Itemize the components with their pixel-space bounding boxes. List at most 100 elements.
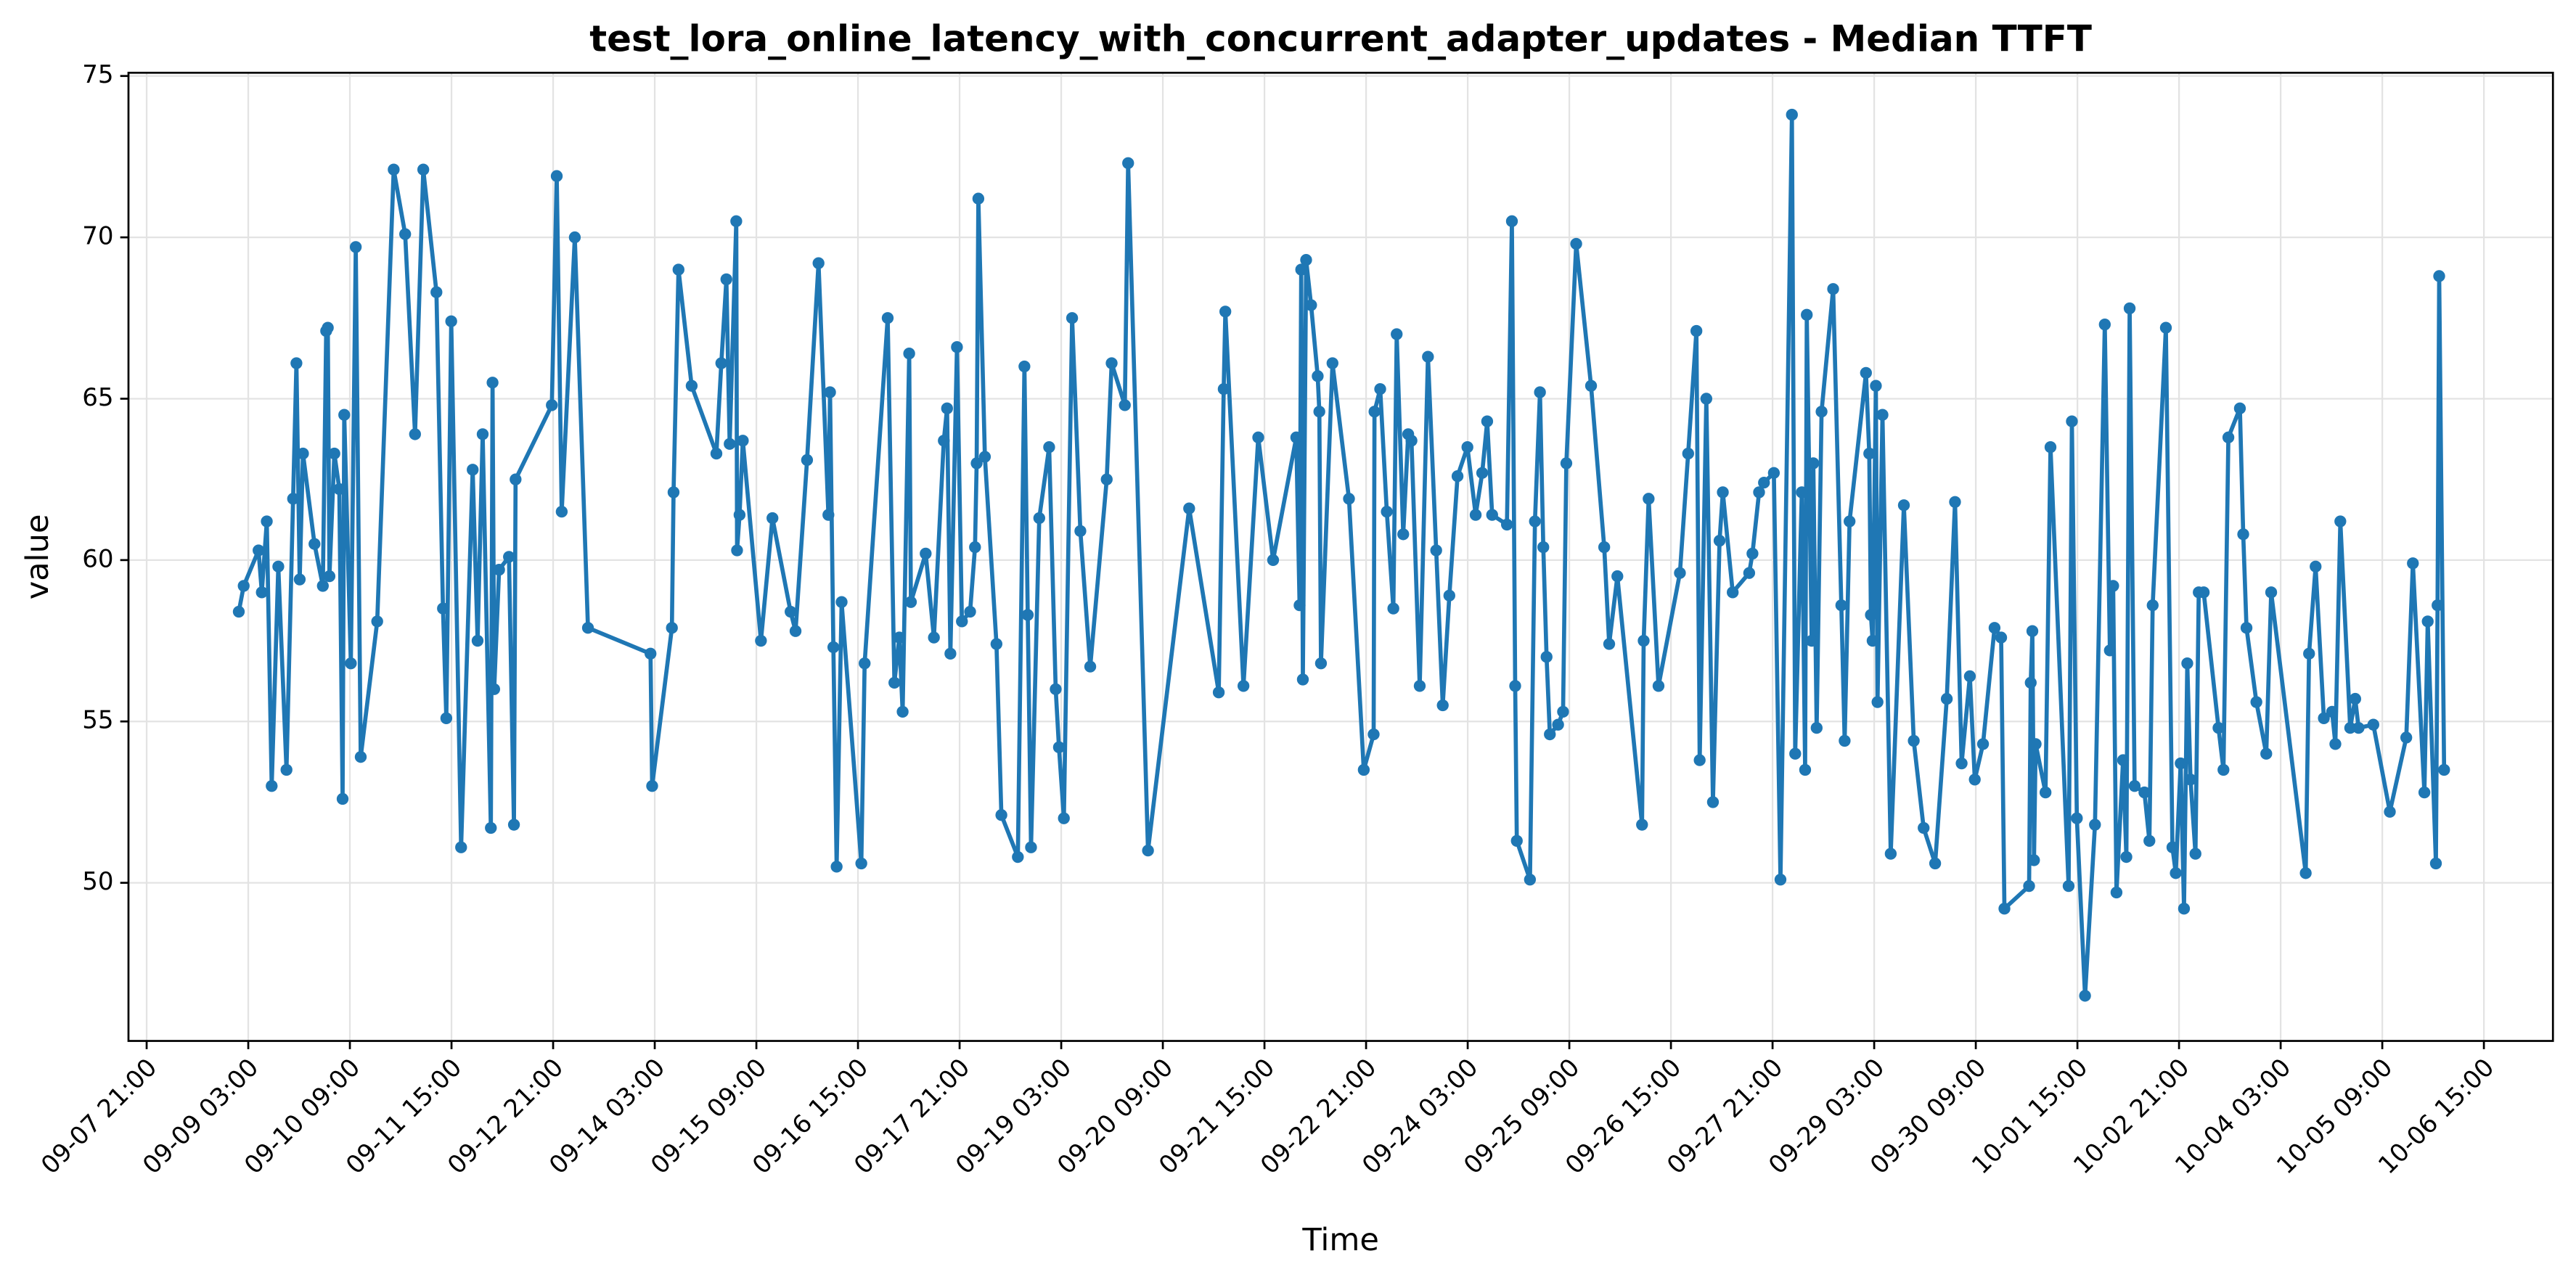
point	[1866, 634, 1879, 647]
point	[1100, 473, 1113, 485]
point	[1381, 505, 1393, 518]
point	[956, 615, 968, 628]
point	[1690, 324, 1703, 337]
point	[789, 625, 802, 637]
point	[2023, 879, 2035, 893]
point	[1142, 844, 1154, 857]
point	[827, 641, 840, 654]
point	[941, 402, 953, 414]
point	[1897, 499, 1910, 512]
point	[1860, 366, 1872, 380]
point	[2166, 841, 2179, 853]
point	[308, 538, 321, 550]
point	[388, 163, 400, 176]
point	[1560, 457, 1573, 469]
point	[1544, 728, 1556, 741]
point	[471, 634, 484, 647]
point	[1796, 486, 1808, 499]
point	[2384, 805, 2396, 818]
point	[1012, 850, 1024, 863]
point	[2421, 615, 2434, 628]
point	[1827, 283, 1839, 295]
point	[1510, 834, 1523, 847]
point	[322, 321, 334, 334]
point	[2352, 721, 2365, 734]
point	[1863, 447, 1876, 460]
point	[646, 780, 658, 792]
point	[1451, 470, 1464, 483]
point	[1870, 380, 1882, 392]
point	[1693, 754, 1706, 766]
point	[1436, 699, 1449, 712]
point	[2260, 747, 2273, 760]
point	[354, 750, 367, 763]
point	[1486, 509, 1498, 521]
point	[1305, 299, 1317, 311]
point	[944, 647, 957, 660]
point	[1296, 673, 1309, 686]
y-tick-label: 75	[82, 60, 113, 89]
point	[1052, 741, 1066, 753]
point	[488, 683, 501, 695]
point	[333, 483, 345, 496]
point	[338, 409, 351, 421]
point	[645, 647, 657, 660]
point	[995, 809, 1007, 821]
point	[1043, 441, 1055, 454]
point	[766, 512, 779, 525]
point	[581, 622, 594, 634]
point	[455, 841, 467, 853]
point	[1122, 157, 1134, 169]
point	[2178, 903, 2191, 915]
point	[1357, 763, 1370, 776]
point	[1876, 409, 1889, 421]
point	[1839, 734, 1851, 747]
point	[724, 438, 736, 450]
point	[2334, 515, 2347, 528]
point	[1700, 393, 1713, 405]
point	[1611, 570, 1624, 583]
point	[253, 544, 265, 557]
point	[1585, 380, 1598, 392]
point	[1988, 622, 2001, 634]
point	[1314, 657, 1328, 670]
point	[1058, 812, 1070, 824]
point	[1300, 254, 1312, 266]
point	[2189, 848, 2201, 860]
point	[261, 515, 273, 528]
point	[1105, 357, 1118, 369]
point	[755, 634, 767, 647]
point	[2138, 786, 2151, 799]
point	[399, 228, 412, 240]
point	[2098, 319, 2111, 331]
point	[1789, 747, 1802, 760]
point	[978, 451, 991, 463]
point	[1995, 631, 2008, 644]
point	[835, 596, 848, 608]
point	[1998, 903, 2011, 915]
point	[1500, 518, 1513, 531]
point	[1025, 841, 1037, 853]
point	[349, 241, 362, 253]
point	[503, 551, 515, 563]
point	[1368, 406, 1381, 418]
point	[1295, 263, 1307, 276]
point	[737, 435, 749, 447]
point	[2175, 757, 2187, 770]
point	[232, 605, 245, 618]
point	[1313, 406, 1325, 418]
point	[507, 819, 520, 831]
point	[417, 163, 430, 176]
point	[1786, 108, 1798, 121]
point	[951, 341, 963, 353]
point	[666, 622, 678, 634]
y-axis-label: value	[20, 514, 56, 600]
point	[1767, 467, 1780, 479]
point	[2123, 302, 2136, 315]
point	[237, 580, 250, 592]
point	[1674, 567, 1686, 579]
point	[1552, 718, 1564, 731]
point	[969, 541, 981, 554]
point	[2143, 834, 2156, 847]
point	[1326, 357, 1338, 369]
